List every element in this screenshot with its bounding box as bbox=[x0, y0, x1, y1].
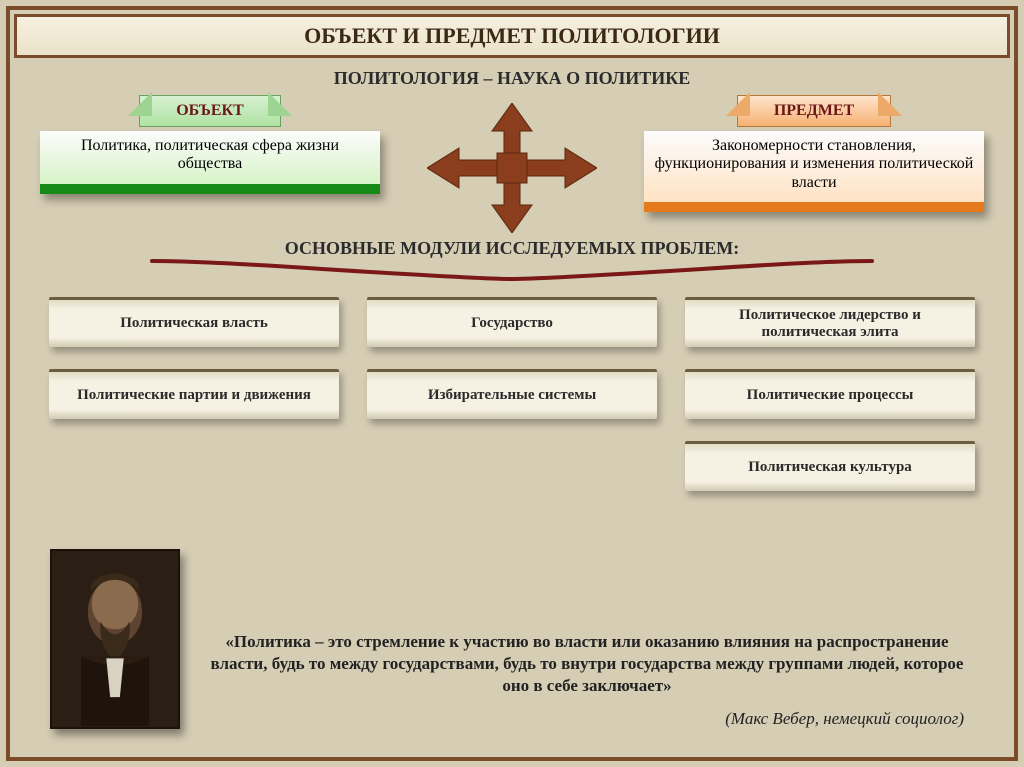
object-subject-row: ОБЪЕКТ Политика, политическая сфера жизн… bbox=[40, 95, 984, 212]
object-definition-text: Политика, политическая сфера жизни общес… bbox=[81, 137, 339, 172]
module-card: Политическая культура bbox=[685, 441, 975, 491]
modules-heading: ОСНОВНЫЕ МОДУЛИ ИССЛЕДУЕМЫХ ПРОБЛЕМ: bbox=[10, 238, 1014, 259]
object-ribbon-label: ОБЪЕКТ bbox=[176, 102, 244, 120]
quote-text: «Политика – это стремление к участию во … bbox=[200, 631, 974, 697]
module-card: Политические партии и движения bbox=[49, 369, 339, 419]
object-definition-box: Политика, политическая сфера жизни общес… bbox=[40, 131, 380, 194]
module-card: Политическая власть bbox=[49, 297, 339, 347]
subject-ribbon-label: ПРЕДМЕТ bbox=[774, 102, 854, 120]
subject-definition-box: Закономерности становления, функциониров… bbox=[644, 131, 984, 212]
module-card: Государство bbox=[367, 297, 657, 347]
subtitle-text: ПОЛИТОЛОГИЯ – НАУКА О ПОЛИТИКЕ bbox=[10, 68, 1014, 89]
brace-wrap bbox=[10, 257, 1014, 283]
object-ribbon: ОБЪЕКТ bbox=[139, 95, 281, 127]
module-card: Избирательные системы bbox=[367, 369, 657, 419]
slide-frame: ОБЪЕКТ И ПРЕДМЕТ ПОЛИТОЛОГИИ ПОЛИТОЛОГИЯ… bbox=[6, 6, 1018, 761]
weber-portrait bbox=[50, 549, 180, 729]
cross-arrow-icon bbox=[427, 103, 597, 233]
subject-column: ПРЕДМЕТ Закономерности становления, функ… bbox=[644, 95, 984, 212]
module-card: Политическое лидерство и политическая эл… bbox=[685, 297, 975, 347]
curly-brace-icon bbox=[142, 257, 882, 283]
modules-grid: Политическая власть Государство Политическ… bbox=[10, 297, 1014, 491]
quote-author: (Макс Вебер, немецкий социолог) bbox=[200, 709, 974, 729]
bottom-section: «Политика – это стремление к участию во … bbox=[50, 549, 974, 729]
subject-definition-text: Закономерности становления, функциониров… bbox=[655, 137, 974, 191]
slide-title: ОБЪЕКТ И ПРЕДМЕТ ПОЛИТОЛОГИИ bbox=[14, 14, 1010, 58]
subject-ribbon: ПРЕДМЕТ bbox=[737, 95, 891, 127]
quote-block: «Политика – это стремление к участию во … bbox=[200, 631, 974, 729]
portrait-svg bbox=[52, 551, 178, 727]
module-card: Политические процессы bbox=[685, 369, 975, 419]
title-text: ОБЪЕКТ И ПРЕДМЕТ ПОЛИТОЛОГИИ bbox=[304, 23, 720, 49]
object-column: ОБЪЕКТ Политика, политическая сфера жизн… bbox=[40, 95, 380, 194]
